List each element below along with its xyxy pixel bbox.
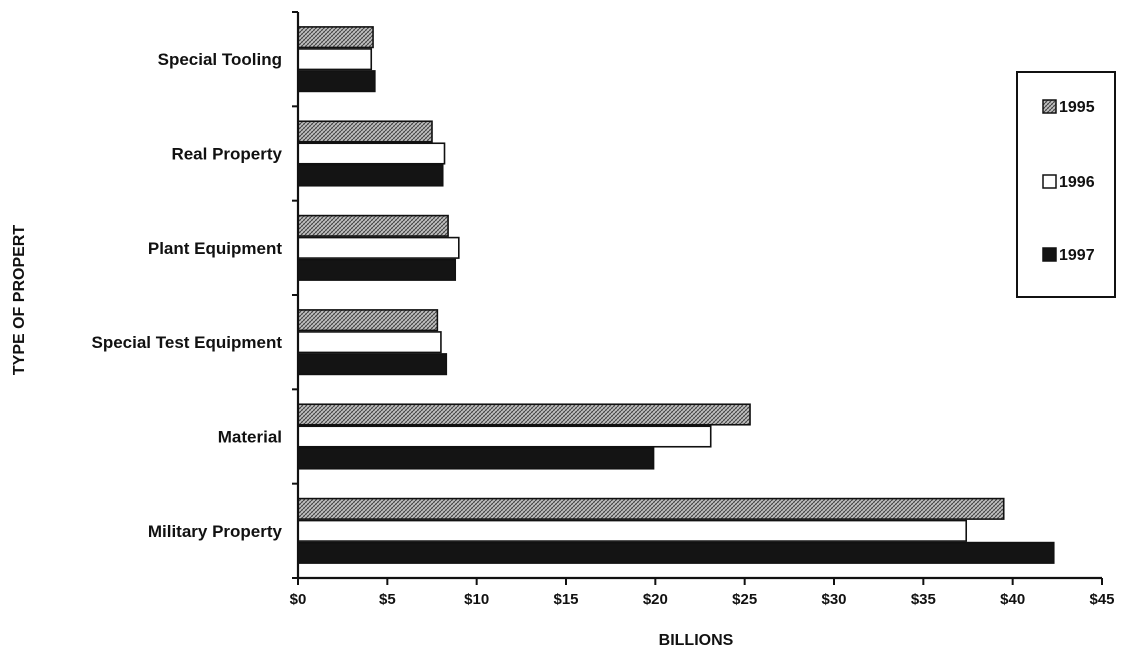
bar-special-test-equipment-1996 [297,331,442,354]
bar-special-test-equipment-1997 [297,353,448,376]
x-tick-labels: $0 $5 $10 $15 $20 $25 $30 $35 $40 $45 [290,591,1115,608]
category-labels: Special Tooling Real Property Plant Equipm… [91,50,282,541]
bars-group [297,26,1055,564]
legend-label-1996: 1996 [1059,174,1095,191]
category-label-special-test-equipment: Special Test Equipment [91,333,282,352]
category-label-military-property: Military Property [148,522,283,541]
x-tick-label: $0 [290,591,307,608]
bar-material-1997 [297,447,655,470]
category-label-plant-equipment: Plant Equipment [148,239,282,258]
y-axis-title: TYPE OF PROPERT [11,225,28,375]
bar-special-tooling-1997 [297,70,376,93]
x-tick-label: $30 [821,591,846,608]
x-tick-label: $40 [1000,591,1025,608]
x-axis-title: BILLIONS [659,632,734,649]
bar-special-tooling-1996 [297,48,373,71]
bar-material-1995 [297,403,751,426]
bar-plant-equipment-1997 [297,258,457,281]
legend: 1995 1996 1997 [1016,71,1116,298]
bar-real-property-1997 [297,164,444,187]
x-tick-label: $20 [643,591,668,608]
bar-special-tooling-1995 [297,26,374,49]
x-tick-label: $15 [553,591,578,608]
category-label-material: Material [218,428,282,447]
legend-swatch-1996 [1042,174,1057,189]
legend-swatch-1995 [1042,99,1057,114]
x-tick-label: $45 [1089,591,1114,608]
axes-group [292,11,1103,585]
category-label-special-tooling: Special Tooling [158,50,282,69]
bar-special-test-equipment-1995 [297,309,439,332]
x-tick-label: $25 [732,591,757,608]
bar-plant-equipment-1996 [297,236,460,259]
legend-label-1995: 1995 [1059,99,1095,116]
bar-military-property-1997 [297,541,1055,564]
category-label-real-property: Real Property [171,145,282,164]
legend-label-1997: 1997 [1059,247,1095,264]
bar-material-1996 [297,425,712,448]
bar-plant-equipment-1995 [297,214,449,237]
x-tick-label: $35 [911,591,936,608]
bar-military-property-1995 [297,497,1005,520]
x-tick-label: $5 [379,591,396,608]
legend-swatch-1997 [1042,247,1057,262]
bar-real-property-1995 [297,120,433,143]
x-tick-label: $10 [464,591,489,608]
legend-box [1016,71,1116,298]
bar-military-property-1996 [297,519,968,542]
bar-real-property-1996 [297,142,446,165]
